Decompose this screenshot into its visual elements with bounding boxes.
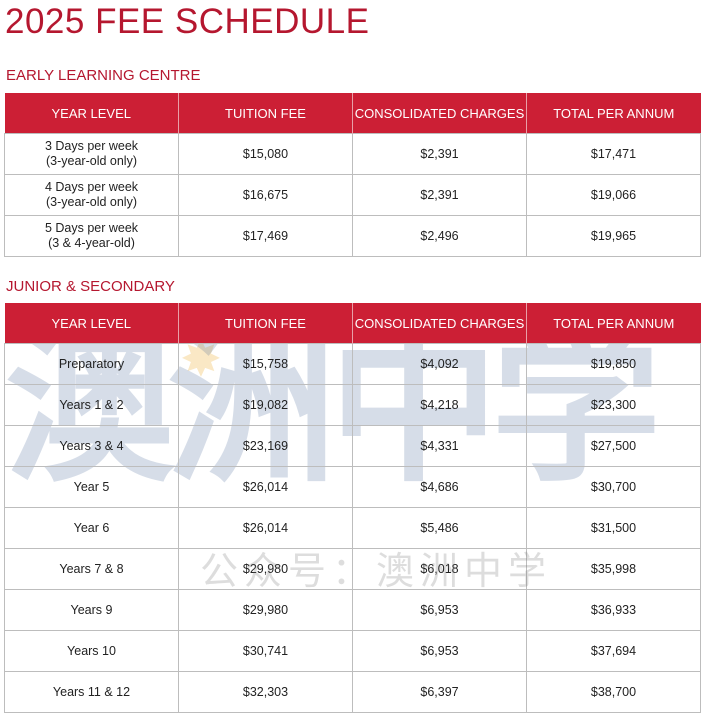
col-year-level: YEAR LEVEL	[4, 93, 179, 134]
charges-cell: $2,391	[352, 174, 527, 216]
tuition-cell: $29,980	[178, 548, 353, 590]
table-row: Year 6 $26,014 $5,486 $31,500	[4, 507, 701, 549]
page-title: 2025 FEE SCHEDULE	[5, 2, 370, 41]
year-level: Years 7 & 8	[59, 561, 124, 576]
tuition-cell: $32,303	[178, 671, 353, 713]
year-level-cell: Preparatory	[4, 343, 179, 385]
table-row: 5 Days per week (3 & 4-year-old) $17,469 $2…	[4, 215, 701, 257]
early-learning-heading: EARLY LEARNING CENTRE	[6, 67, 201, 84]
charges-cell: $4,331	[352, 425, 527, 467]
year-level-note: (3 & 4-year-old)	[48, 236, 135, 250]
table-header-row: YEAR LEVEL TUITION FEE CONSOLIDATED CHAR…	[4, 93, 701, 134]
year-level-note: (3-year-old only)	[45, 195, 137, 209]
year-level-cell: Years 1 & 2	[4, 384, 179, 426]
total-cell: $30,700	[526, 466, 701, 508]
tuition-cell: $26,014	[178, 466, 353, 508]
charges-cell: $2,496	[352, 215, 527, 257]
charges-cell: $6,397	[352, 671, 527, 713]
table-header-row: YEAR LEVEL TUITION FEE CONSOLIDATED CHAR…	[4, 303, 701, 344]
tuition-cell: $26,014	[178, 507, 353, 549]
year-level-cell: Years 9	[4, 589, 179, 631]
year-level-note: (3-year-old only)	[45, 154, 137, 168]
total-cell: $17,471	[526, 133, 701, 175]
year-level: Years 10	[67, 643, 116, 658]
year-level: 3 Days per week	[44, 139, 139, 153]
year-level-cell: Year 6	[4, 507, 179, 549]
col-year-level: YEAR LEVEL	[4, 303, 179, 344]
year-level: 4 Days per week	[44, 180, 139, 194]
charges-cell: $4,686	[352, 466, 527, 508]
tuition-cell: $15,080	[178, 133, 353, 175]
year-level-cell: Years 7 & 8	[4, 548, 179, 590]
charges-cell: $6,953	[352, 589, 527, 631]
total-cell: $38,700	[526, 671, 701, 713]
tuition-cell: $17,469	[178, 215, 353, 257]
tuition-cell: $15,758	[178, 343, 353, 385]
junior-secondary-heading: JUNIOR & SECONDARY	[6, 278, 175, 295]
early-learning-table: YEAR LEVEL TUITION FEE CONSOLIDATED CHAR…	[4, 93, 701, 257]
col-consolidated-charges: CONSOLIDATED CHARGES	[352, 93, 527, 134]
charges-cell: $5,486	[352, 507, 527, 549]
col-consolidated-charges: CONSOLIDATED CHARGES	[352, 303, 527, 344]
total-cell: $19,066	[526, 174, 701, 216]
year-level: Year 6	[73, 520, 110, 535]
year-level-cell: 4 Days per week (3-year-old only)	[4, 174, 179, 216]
charges-cell: $6,953	[352, 630, 527, 672]
year-level-cell: 3 Days per week (3-year-old only)	[4, 133, 179, 175]
total-cell: $19,850	[526, 343, 701, 385]
junior-secondary-table: YEAR LEVEL TUITION FEE CONSOLIDATED CHAR…	[4, 303, 701, 713]
total-cell: $23,300	[526, 384, 701, 426]
col-tuition-fee: TUITION FEE	[178, 93, 353, 134]
tuition-cell: $30,741	[178, 630, 353, 672]
total-cell: $27,500	[526, 425, 701, 467]
year-level: Years 9	[70, 602, 113, 617]
total-cell: $31,500	[526, 507, 701, 549]
year-level: Years 3 & 4	[59, 438, 124, 453]
col-total-per-annum: TOTAL PER ANNUM	[526, 303, 701, 344]
table-row: 4 Days per week (3-year-old only) $16,675 $…	[4, 174, 701, 216]
col-total-per-annum: TOTAL PER ANNUM	[526, 93, 701, 134]
table-row: Year 5 $26,014 $4,686 $30,700	[4, 466, 701, 508]
total-cell: $19,965	[526, 215, 701, 257]
year-level-cell: 5 Days per week (3 & 4-year-old)	[4, 215, 179, 257]
table-row: Years 1 & 2 $19,082 $4,218 $23,300	[4, 384, 701, 426]
table-row: Years 10 $30,741 $6,953 $37,694	[4, 630, 701, 672]
year-level-cell: Years 10	[4, 630, 179, 672]
tuition-cell: $23,169	[178, 425, 353, 467]
year-level-cell: Year 5	[4, 466, 179, 508]
table-row: 3 Days per week (3-year-old only) $15,080 $…	[4, 133, 701, 175]
tuition-cell: $16,675	[178, 174, 353, 216]
table-row: Years 7 & 8 $29,980 $6,018 $35,998	[4, 548, 701, 590]
total-cell: $35,998	[526, 548, 701, 590]
total-cell: $36,933	[526, 589, 701, 631]
table-row: Years 11 & 12 $32,303 $6,397 $38,700	[4, 671, 701, 713]
year-level-cell: Years 3 & 4	[4, 425, 179, 467]
charges-cell: $6,018	[352, 548, 527, 590]
year-level: Year 5	[73, 479, 110, 494]
charges-cell: $4,218	[352, 384, 527, 426]
year-level: Preparatory	[58, 356, 125, 371]
tuition-cell: $29,980	[178, 589, 353, 631]
year-level: Years 11 & 12	[52, 684, 131, 699]
col-tuition-fee: TUITION FEE	[178, 303, 353, 344]
year-level: 5 Days per week	[44, 221, 139, 235]
table-row: Years 3 & 4 $23,169 $4,331 $27,500	[4, 425, 701, 467]
table-row: Years 9 $29,980 $6,953 $36,933	[4, 589, 701, 631]
tuition-cell: $19,082	[178, 384, 353, 426]
total-cell: $37,694	[526, 630, 701, 672]
year-level: Years 1 & 2	[59, 397, 124, 412]
table-row: Preparatory $15,758 $4,092 $19,850	[4, 343, 701, 385]
year-level-cell: Years 11 & 12	[4, 671, 179, 713]
charges-cell: $4,092	[352, 343, 527, 385]
charges-cell: $2,391	[352, 133, 527, 175]
